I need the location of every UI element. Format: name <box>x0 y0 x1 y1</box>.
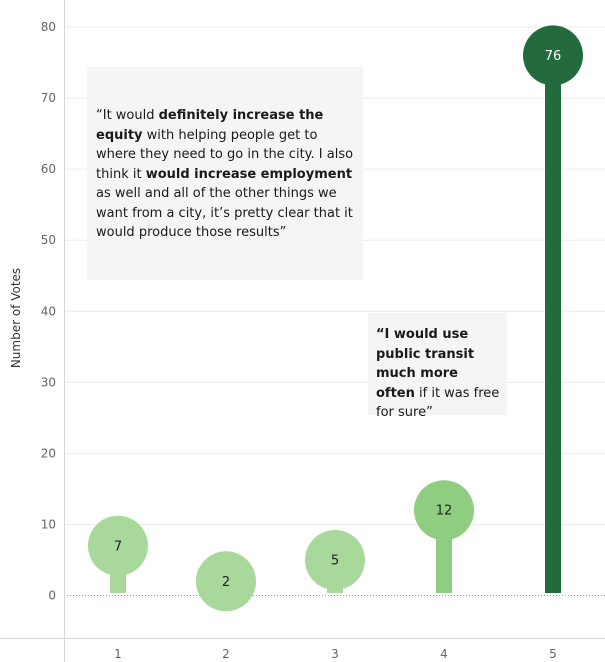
quote-text: if it was free for sure” <box>376 385 500 421</box>
quote-text: “It would <box>96 108 159 123</box>
y-tick-label: 60 <box>41 162 56 176</box>
data-label: 5 <box>331 553 339 568</box>
y-tick-label: 20 <box>41 446 56 460</box>
y-tick-label: 10 <box>41 517 56 531</box>
data-label: 76 <box>545 49 562 64</box>
y-tick-label: 80 <box>41 20 56 34</box>
lollipop-head <box>414 480 474 541</box>
quote-emphasis: definitely increase the equity <box>96 108 324 143</box>
x-tick-label: 1 <box>114 647 122 661</box>
y-tick-label: 30 <box>41 375 56 389</box>
y-tick-label: 50 <box>41 233 56 247</box>
y-tick-label: 70 <box>41 91 56 105</box>
data-label: 7 <box>114 539 122 554</box>
quote-annotation-2: “I would use public transit much more of… <box>368 313 507 420</box>
x-tick-label: 2 <box>222 647 230 661</box>
lollipop-head <box>88 515 148 576</box>
lollipop-head <box>196 551 256 612</box>
data-label: 2 <box>222 575 230 590</box>
quote-text: with helping people get to where they ne… <box>96 127 354 182</box>
quote-emphasis: “I would use public transit much more of… <box>376 327 475 401</box>
quote-text: as well and all of the other things we w… <box>96 186 353 240</box>
x-tick-label: 3 <box>331 647 339 661</box>
x-tick-label: 5 <box>549 647 557 661</box>
quote-annotation-1: “It would definitely increase the equity… <box>87 67 363 280</box>
y-tick-label: 40 <box>41 304 56 318</box>
y-tick-label: 0 <box>48 589 56 603</box>
lollipop-stem <box>545 55 561 594</box>
x-tick-label: 4 <box>440 647 448 661</box>
data-label: 12 <box>436 504 453 519</box>
y-axis-title: Number of Votes <box>9 268 23 368</box>
lollipop-head <box>305 529 365 590</box>
quote-emphasis: would increase employment <box>145 166 353 182</box>
lollipop-head <box>523 25 583 86</box>
